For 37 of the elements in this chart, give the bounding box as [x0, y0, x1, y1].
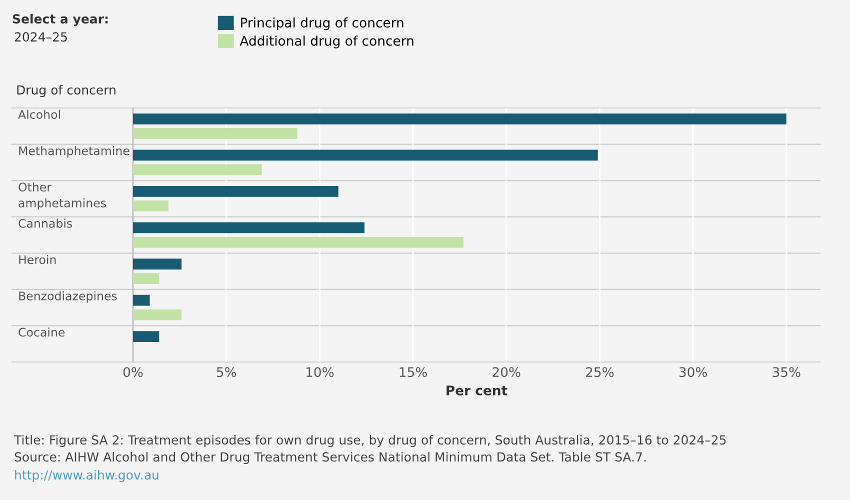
x-tick-label: 25%	[586, 367, 614, 378]
x-axis-title: Per cent	[446, 386, 508, 396]
legend-label: Principal drug of concern	[241, 17, 404, 30]
x-tick-label: 30%	[679, 367, 707, 378]
text: Title: Figure SA 2: Treatment episodes for own drug use, by drug of concern, South Australia, 2015–16 to 2024–25	[14, 434, 726, 448]
y-tick-label: Methamphetamine	[19, 146, 130, 158]
x-tick-label: 35%	[772, 367, 800, 378]
y-tick-label: Benzodiazepines	[19, 291, 117, 303]
bar	[133, 113, 786, 124]
y-tick-label: Alcohol	[18, 110, 60, 119]
bar	[133, 164, 262, 176]
x-tick-label: 15%	[400, 367, 427, 378]
bar	[133, 128, 298, 139]
bar	[133, 331, 160, 342]
bar	[133, 258, 182, 270]
legend-label: Additional drug of concern	[240, 36, 414, 48]
text: 2024–25	[14, 32, 67, 42]
text: http://www.aihw.gov.au	[15, 470, 158, 482]
bar	[133, 200, 168, 212]
y-tick-label: Cocaine	[18, 328, 65, 337]
bar	[133, 150, 598, 161]
text: Select a year:	[12, 14, 108, 26]
bar	[133, 309, 182, 320]
bar	[133, 236, 464, 248]
y-tick-label: Heroin	[19, 254, 56, 264]
x-tick-label: 20%	[492, 367, 520, 378]
bar	[133, 273, 160, 284]
bar	[133, 222, 364, 234]
x-tick-label: 0%	[123, 367, 143, 378]
source-note: Source: AIHW Alcohol and Other Drug Treatment Services National Minimum Data Set. Table ST SA.7.	[14, 452, 646, 464]
x-tick-label: 10%	[306, 367, 334, 378]
y-tick-label: Cannabis	[18, 218, 72, 228]
bar	[133, 294, 150, 306]
y-axis-title: Drug of concern	[17, 84, 116, 98]
y-tick-label: Other amphetamines	[18, 182, 106, 210]
bar	[133, 186, 338, 197]
x-tick-label: 5%	[216, 367, 236, 378]
